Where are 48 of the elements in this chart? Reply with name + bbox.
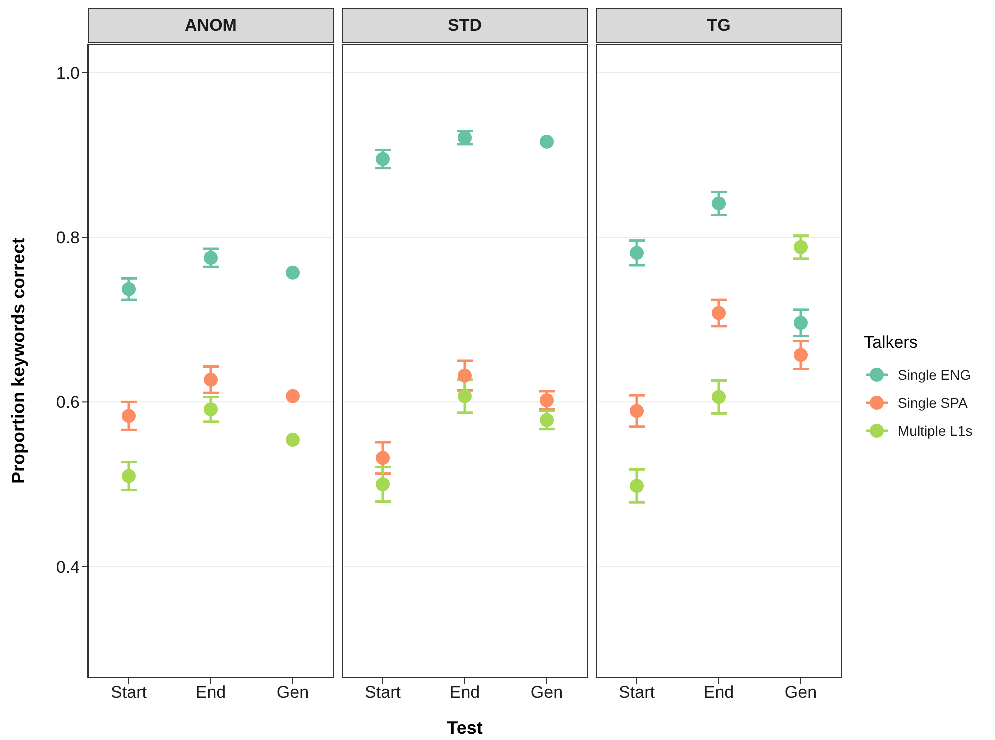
point xyxy=(540,413,554,428)
point xyxy=(286,266,300,280)
x-tick-label: End xyxy=(704,683,734,702)
point xyxy=(204,372,218,387)
point xyxy=(122,469,136,484)
point xyxy=(376,152,390,166)
chart-title: ANOM xyxy=(88,8,334,43)
x-tick-label: Gen xyxy=(530,683,564,702)
point xyxy=(286,433,300,448)
point xyxy=(630,246,644,260)
y-tick-label: 0.6 xyxy=(56,393,80,412)
x-tick-label: Gen xyxy=(276,683,310,702)
point xyxy=(122,409,136,424)
x-tick-label: Start xyxy=(365,683,402,702)
legend-label: Single ENG xyxy=(898,367,972,383)
y-tick-label: 1.0 xyxy=(56,64,80,83)
x-tick-label: Start xyxy=(619,683,656,702)
point xyxy=(376,478,390,492)
point xyxy=(794,348,808,362)
chart-title: TG xyxy=(596,8,842,43)
point xyxy=(794,240,808,254)
point xyxy=(794,316,808,330)
y-tick-label: 0.8 xyxy=(56,228,80,248)
y-tick-label: 0.4 xyxy=(56,558,80,577)
x-tick-label: End xyxy=(450,683,480,702)
point xyxy=(122,282,136,296)
point xyxy=(540,134,554,149)
point xyxy=(286,389,300,404)
point xyxy=(204,402,218,417)
point xyxy=(458,389,472,404)
point xyxy=(204,251,218,266)
y-axis-title: Proportion keywords correct xyxy=(8,238,28,484)
x-axis-title: Test xyxy=(447,718,483,738)
chart-title: STD xyxy=(342,8,588,43)
x-tick-label: End xyxy=(196,683,226,702)
point xyxy=(630,404,644,418)
x-tick-label: Start xyxy=(111,683,148,702)
legend-label: Single SPA xyxy=(898,395,968,411)
point xyxy=(712,306,726,320)
point xyxy=(458,368,472,383)
x-tick-label: Gen xyxy=(784,683,818,702)
point xyxy=(712,196,726,211)
point xyxy=(540,394,554,408)
legend-title: Talkers xyxy=(864,333,919,353)
point xyxy=(630,479,644,494)
point xyxy=(376,451,390,466)
legend-label: Multiple L1s xyxy=(898,423,973,439)
point xyxy=(712,390,726,404)
